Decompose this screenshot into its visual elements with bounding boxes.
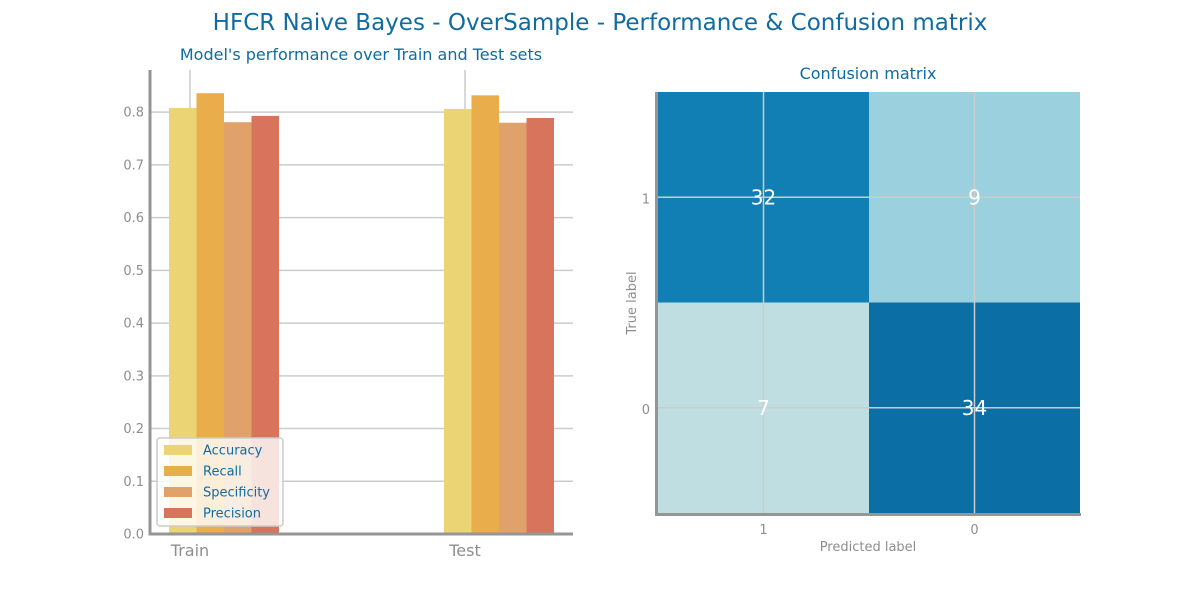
cm-cell-value: 32 <box>751 185 776 209</box>
legend-label-accuracy: Accuracy <box>203 444 263 459</box>
confusion-matrix-ylabel: True label <box>625 271 640 335</box>
cm-cell-value: 7 <box>757 396 770 420</box>
bar-recall-test <box>471 95 499 535</box>
cm-y-tick-label: 1 <box>642 192 650 207</box>
legend-swatch-precision <box>164 508 192 518</box>
y-tick-label: 0.7 <box>123 158 144 173</box>
y-tick-label: 0.6 <box>123 211 144 226</box>
confusion-matrix-cells: 32 9 7 34 <box>658 92 1080 513</box>
legend-swatch-accuracy <box>164 445 192 455</box>
cm-cell-value: 34 <box>962 396 987 420</box>
performance-bar-chart: Model's performance over Train and Test … <box>123 45 573 560</box>
figure-title: HFCR Naive Bayes - OverSample - Performa… <box>213 10 988 36</box>
confusion-matrix-chart: Confusion matrix 32 9 7 34 1 0 1 0 Predicted l… <box>625 64 1081 555</box>
confusion-matrix-title: Confusion matrix <box>800 64 937 83</box>
y-tick-label: 0.5 <box>123 264 144 279</box>
bar-precision-test <box>526 117 554 535</box>
confusion-matrix-axes: 1 0 1 0 <box>642 92 1081 538</box>
y-tick-label: 0.8 <box>123 106 144 121</box>
cm-cell-value: 9 <box>968 185 981 209</box>
cm-x-tick-label: 0 <box>970 523 978 538</box>
y-tick-label: 0.1 <box>123 475 144 490</box>
bar-chart-legend: Accuracy Recall Specificity Precision <box>156 437 284 527</box>
y-tick-label: 0.0 <box>123 528 144 543</box>
cm-x-tick-label: 1 <box>759 523 767 538</box>
legend-box <box>156 437 284 527</box>
bar-specificity-test <box>499 122 527 535</box>
x-tick-label: Train <box>170 541 209 560</box>
legend-swatch-recall <box>164 466 192 476</box>
legend-label-specificity: Specificity <box>203 486 270 501</box>
y-tick-label: 0.3 <box>123 369 144 384</box>
x-tick-label: Test <box>448 541 481 560</box>
legend-swatch-specificity <box>164 487 192 497</box>
y-tick-label: 0.4 <box>123 317 144 332</box>
bar-accuracy-test <box>444 109 472 534</box>
legend-label-recall: Recall <box>203 465 242 480</box>
y-tick-label: 0.2 <box>123 422 144 437</box>
bar-chart-title: Model's performance over Train and Test … <box>180 45 542 64</box>
legend-label-precision: Precision <box>203 507 261 522</box>
bar-chart-axes: 0.0 0.1 0.2 0.3 0.4 0.5 0.6 0.7 0.8 Train Test <box>123 70 573 560</box>
cm-y-tick-label: 0 <box>642 403 650 418</box>
confusion-matrix-xlabel: Predicted label <box>820 540 917 555</box>
